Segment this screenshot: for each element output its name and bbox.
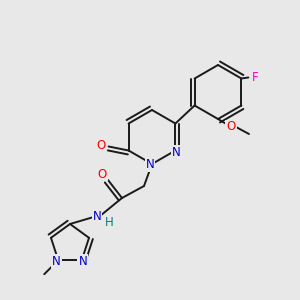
- Text: O: O: [96, 139, 105, 152]
- Text: N: N: [172, 146, 181, 159]
- Text: O: O: [98, 167, 106, 181]
- Text: N: N: [146, 158, 154, 172]
- Text: N: N: [52, 255, 61, 268]
- Text: N: N: [93, 211, 101, 224]
- Text: O: O: [226, 121, 236, 134]
- Text: H: H: [105, 217, 113, 230]
- Text: N: N: [78, 255, 87, 268]
- Text: F: F: [252, 71, 259, 84]
